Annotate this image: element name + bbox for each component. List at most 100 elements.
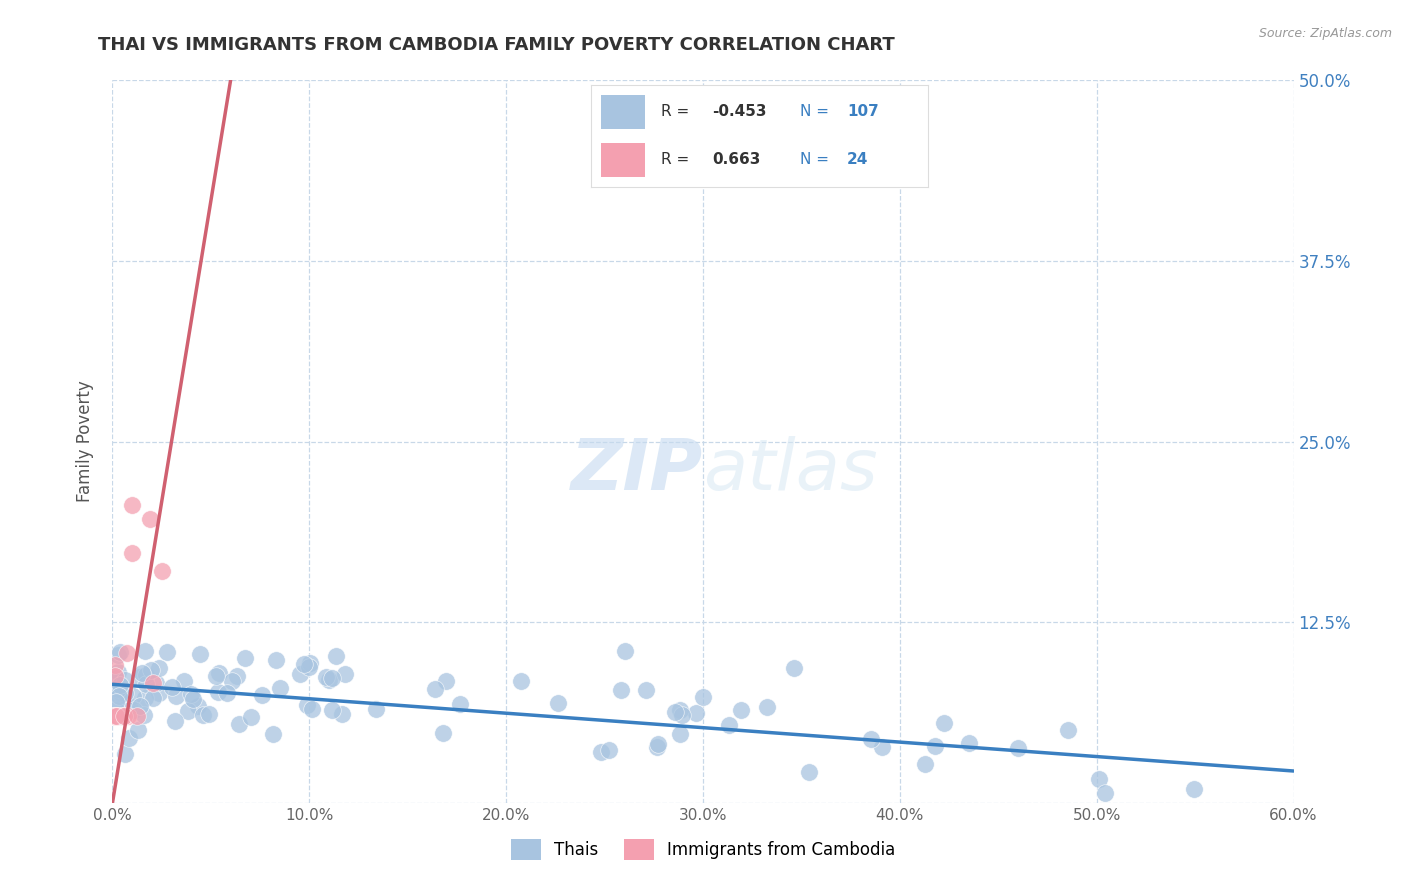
Point: [104, 709, 127, 723]
Point: [730, 703, 752, 717]
Point: [434, 674, 457, 689]
Point: [225, 669, 247, 683]
Point: [104, 709, 127, 723]
Text: atlas: atlas: [703, 436, 877, 505]
Point: [103, 709, 125, 723]
Point: [298, 660, 321, 674]
Point: [127, 723, 149, 737]
Point: [797, 764, 820, 779]
Point: [318, 673, 340, 687]
Point: [145, 676, 167, 690]
Point: [107, 709, 129, 723]
Point: [957, 736, 980, 750]
Point: [135, 677, 157, 691]
Text: 24: 24: [846, 153, 869, 167]
Point: [914, 757, 936, 772]
Y-axis label: Family Poverty: Family Poverty: [76, 381, 94, 502]
Point: [105, 709, 128, 723]
Point: [134, 644, 156, 658]
Point: [107, 681, 129, 696]
Point: [755, 699, 778, 714]
Point: [860, 731, 883, 746]
Point: [148, 661, 170, 675]
Point: [217, 686, 239, 700]
Point: [610, 683, 633, 698]
Point: [134, 690, 156, 705]
Point: [173, 674, 195, 689]
Point: [264, 653, 287, 667]
Point: [647, 739, 669, 754]
Point: [1182, 781, 1205, 796]
Point: [110, 678, 132, 692]
Point: [105, 709, 128, 723]
Text: 107: 107: [846, 104, 879, 120]
Point: [685, 706, 707, 721]
Text: ZIP: ZIP: [571, 436, 703, 505]
Point: [118, 699, 141, 714]
Point: [105, 671, 128, 685]
Point: [104, 658, 127, 673]
Point: [292, 657, 315, 671]
Bar: [600, 95, 644, 128]
Point: [117, 731, 139, 745]
Point: [160, 680, 183, 694]
Point: [128, 699, 150, 714]
Point: [165, 689, 187, 703]
Point: [321, 671, 343, 685]
Point: [107, 648, 129, 662]
Point: [105, 686, 128, 700]
Point: [139, 511, 162, 525]
Point: [301, 702, 323, 716]
Point: [148, 686, 170, 700]
Point: [191, 707, 214, 722]
Point: [108, 685, 131, 699]
Point: [111, 709, 134, 723]
Point: [671, 708, 693, 723]
Point: [547, 696, 569, 710]
Point: [634, 682, 657, 697]
Text: THAI VS IMMIGRANTS FROM CAMBODIA FAMILY POVERTY CORRELATION CHART: THAI VS IMMIGRANTS FROM CAMBODIA FAMILY …: [98, 36, 896, 54]
Point: [233, 650, 256, 665]
Text: Source: ZipAtlas.com: Source: ZipAtlas.com: [1258, 27, 1392, 40]
Point: [187, 698, 209, 713]
Point: [1007, 741, 1029, 756]
Point: [142, 676, 165, 690]
Text: -0.453: -0.453: [711, 104, 766, 120]
Point: [105, 695, 128, 709]
Point: [108, 689, 131, 703]
Point: [107, 665, 129, 679]
Point: [125, 709, 148, 723]
Point: [295, 698, 318, 713]
Point: [288, 667, 311, 681]
Point: [205, 669, 228, 683]
Point: [509, 674, 531, 689]
Point: [228, 716, 250, 731]
Point: [325, 649, 347, 664]
Point: [425, 681, 447, 696]
Text: R =: R =: [661, 153, 695, 167]
Point: [121, 499, 143, 513]
Point: [298, 657, 321, 671]
Point: [208, 665, 231, 680]
Point: [321, 703, 343, 717]
Point: [924, 739, 946, 753]
Point: [103, 709, 125, 723]
Point: [122, 703, 145, 717]
Point: [181, 692, 204, 706]
Point: [111, 709, 134, 723]
Point: [330, 706, 353, 721]
Point: [128, 670, 150, 684]
Point: [591, 745, 613, 759]
Point: [150, 564, 173, 578]
Point: [180, 687, 202, 701]
Point: [110, 688, 132, 702]
Point: [364, 702, 387, 716]
Point: [163, 714, 186, 728]
Point: [108, 645, 131, 659]
Point: [262, 726, 284, 740]
Point: [134, 707, 156, 722]
Point: [717, 718, 740, 732]
Point: [614, 644, 637, 658]
Point: [114, 686, 136, 700]
Point: [141, 663, 163, 677]
